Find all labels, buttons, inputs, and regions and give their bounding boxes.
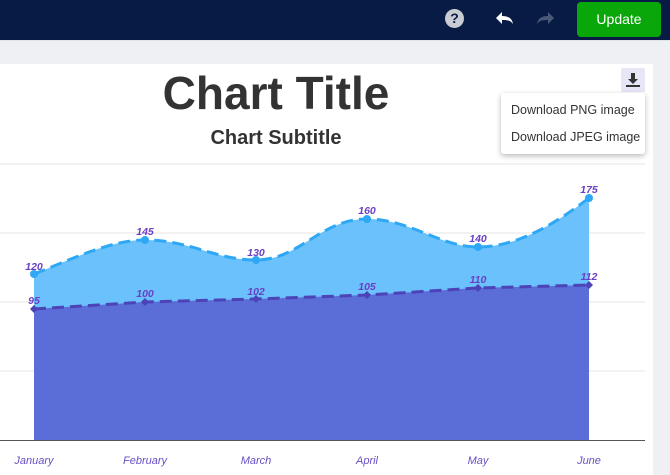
export-menu: Download PNG image Download JPEG image [501,93,645,154]
svg-text:110: 110 [470,274,487,286]
sub-toolbar [0,40,670,65]
svg-text:100: 100 [136,288,154,300]
svg-text:105: 105 [358,281,376,293]
svg-text:140: 140 [469,233,487,245]
svg-text:112: 112 [581,271,598,283]
series-2-area [34,285,589,440]
svg-text:145: 145 [136,226,154,238]
export-menu-button[interactable] [621,68,645,92]
svg-text:102: 102 [247,286,265,298]
svg-text:130: 130 [247,247,265,259]
svg-text:March: March [241,455,272,467]
data-labels: 120 145 130 160 140 175 95 100 102 105 1… [25,184,598,307]
download-icon [626,73,640,87]
chart-title: Chart Title [162,67,390,119]
series-2-markers [30,281,593,313]
series-1-markers [30,194,593,278]
download-png-menu-item[interactable]: Download PNG image [511,103,635,117]
download-jpeg-menu-item[interactable]: Download JPEG image [511,130,641,144]
undo-icon[interactable] [492,8,516,30]
svg-text:June: June [576,455,601,467]
svg-text:175: 175 [580,184,598,196]
x-axis-labels: January February March April May June [13,455,601,467]
svg-text:April: April [355,455,379,467]
update-button[interactable]: Update [577,2,661,37]
svg-text:January: January [13,455,55,467]
redo-icon[interactable] [534,8,558,30]
svg-text:May: May [468,455,490,467]
top-toolbar: ? Update [0,0,670,40]
help-icon[interactable]: ? [445,9,464,28]
chart-subtitle: Chart Subtitle [210,127,342,149]
svg-text:February: February [123,455,169,467]
series-1-line [33,196,590,276]
svg-text:120: 120 [25,261,43,273]
svg-text:95: 95 [28,295,40,307]
series-2-line [33,283,590,311]
svg-text:160: 160 [358,205,376,217]
